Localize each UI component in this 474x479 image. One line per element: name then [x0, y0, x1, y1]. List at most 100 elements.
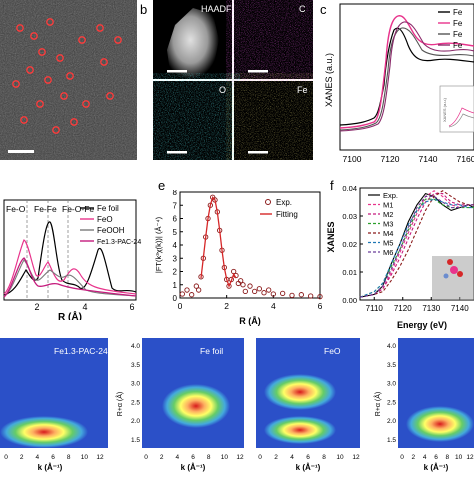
atom-marker: [82, 100, 90, 108]
panel-d-xtick-3: 6: [129, 302, 134, 312]
panel-e-legend: Exp. Fitting: [260, 198, 298, 219]
wavelet-xtick-label: 6: [191, 454, 195, 461]
wavelet-4-hotspot: [406, 406, 474, 442]
panel-f-ytick-label: 0.03: [342, 212, 357, 221]
panel-f-ytick-label: 0.00: [342, 296, 357, 305]
panel-c-xanes: XANES (a.u.) Fe Fe Fe Fe XANES (a.u.): [318, 0, 474, 170]
panel-c-legend-2: Fe: [453, 19, 463, 28]
wavelet-ytick-label: 4.0: [131, 343, 140, 350]
wavelet-xtick-label: 4: [36, 454, 40, 461]
panel-d-svg: Fe-O Fe-Fe Fe-O-Fe Fe foil FeO FeOOH Fe1…: [3, 199, 141, 323]
panel-c-curve-2: [339, 15, 474, 129]
panel-f-xtick-label: 7120: [394, 304, 412, 313]
panel-d-legend-1: Fe foil: [97, 204, 119, 213]
panel-e-exp-point: [238, 278, 244, 284]
panel-c-legend-4: Fe: [453, 41, 463, 50]
atom-marker: [106, 92, 114, 100]
panel-e-ytick-label: 3: [173, 254, 178, 263]
panel-c-legend-1: Fe: [453, 8, 463, 17]
atom-marker: [30, 32, 38, 40]
model-inset-background: [432, 256, 474, 300]
panel-e-exp-point: [280, 290, 286, 297]
wavelet-row: Fe1.3-PAC-24 0 2 4 6 8 10 12 k (Å⁻¹) R+α (Å) 1…: [0, 334, 474, 474]
panel-label-b: b: [140, 2, 148, 17]
panel-e-xticks: 0 2 4 6: [178, 295, 323, 311]
panel-e-series-exp: [179, 194, 323, 300]
panel-e-exp-point: [196, 287, 202, 293]
panel-d-xtick-2: 4: [82, 302, 87, 312]
panel-f-ytick-label: 0.02: [342, 240, 357, 249]
wavelet-2-title: Fe foil: [200, 346, 223, 356]
oxygen-map-signal: [153, 81, 232, 160]
panel-f-legend-label: M3: [383, 220, 393, 229]
single-atom-markers: [12, 18, 122, 134]
wavelet-1-xticks: 0 2 4 6 8 10 12: [4, 454, 104, 461]
wavelet-xtick-label: 6: [51, 454, 55, 461]
wavelet-xtick-label: 0: [4, 454, 8, 461]
wavelet-xtick-label: 12: [236, 454, 244, 461]
panel-d-ft-exafs: Fe-O Fe-Fe Fe-O-Fe Fe foil FeO FeOOH Fe1…: [0, 170, 150, 323]
wavelet-ytick-label: 2.0: [387, 418, 396, 425]
wavelet-xtick-label: 6: [306, 454, 310, 461]
panel-f-svg: XANES 0.000.010.020.030.04 7110 7120 7130 7…: [326, 184, 474, 330]
panel-d-legend-2: FeO: [97, 215, 113, 224]
panel-e-ylabel: |FT(k³χ(k))| (Å⁻⁴): [154, 216, 163, 273]
atom-marker: [36, 100, 44, 108]
atom-marker: [38, 48, 46, 56]
panel-c-xtick-3: 7140: [419, 154, 438, 164]
iron-scale-bar: [248, 151, 268, 154]
panel-c-xtick-1: 7100: [343, 154, 362, 164]
panel-d-legend: Fe foil FeO FeOOH Fe1.3-PAC-24: [80, 204, 141, 246]
haadf-label: HAADF: [201, 4, 232, 14]
micrograph-svg: [0, 0, 137, 160]
panel-f-legend-label: M1: [383, 201, 393, 210]
panel-d-frame: [3, 199, 137, 301]
atom-marker: [16, 24, 24, 32]
wavelet-xtick-label: 2: [20, 454, 24, 461]
atom-marker: [60, 92, 68, 100]
panel-e-ytick-label: 4: [173, 241, 178, 250]
wavelet-xtick-label: 2: [274, 454, 278, 461]
wavelet-4-xticks: 0 2 4 6 8 10 12: [400, 454, 474, 461]
panel-d-curve-fe-foil: [3, 221, 137, 296]
panel-e-exp-point: [240, 282, 246, 288]
wavelet-xtick-label: 10: [336, 454, 344, 461]
atom-marker: [52, 126, 60, 134]
wavelet-1-xlabel: k (Å⁻¹): [38, 463, 63, 472]
panel-f-ytick-label: 0.04: [342, 184, 357, 193]
panel-d-annotation-fe-o-fe: Fe-O-Fe: [62, 204, 94, 214]
panel-b-eds-maps: HAADF C O Fe: [153, 0, 313, 160]
panel-f-xtick-label: 7130: [422, 304, 440, 313]
panel-f-ylabel: XANES: [326, 221, 336, 252]
model-nitrogen-atom: [443, 273, 449, 279]
eds-maps-svg: HAADF C O Fe: [153, 0, 313, 160]
panel-e-legend-exp: Exp.: [276, 198, 292, 207]
panel-e-xtick-label: 4: [271, 301, 276, 311]
panel-e-exp-point: [261, 290, 267, 296]
panel-f-legend-label: M4: [383, 229, 393, 238]
panel-e-exp-point: [193, 283, 199, 289]
wavelet-4-xlabel: k (Å⁻¹): [424, 463, 449, 472]
wavelet-ytick-label: 3.0: [387, 381, 396, 388]
haadf-particle: [167, 8, 219, 79]
carbon-scale-bar: [248, 70, 268, 73]
panel-f-series-m6: [359, 195, 474, 298]
panel-c-legend-3: Fe: [453, 30, 463, 39]
wavelet-xtick-label: 8: [446, 454, 450, 461]
carbon-map-label: C: [299, 4, 306, 14]
model-oxygen-atom-1: [447, 259, 453, 265]
wavelet-2-xlabel: k (Å⁻¹): [181, 463, 206, 472]
atom-marker: [78, 36, 86, 44]
wavelet-3-xlabel: k (Å⁻¹): [296, 463, 321, 472]
panel-d-xtick-1: 2: [34, 302, 39, 312]
panel-e-exp-point: [226, 283, 232, 289]
panel-e-exp-point: [247, 283, 253, 289]
atom-marker: [12, 80, 20, 88]
wavelet-3-hotspot-upper: [264, 374, 336, 410]
panel-e-exp-point: [184, 287, 190, 293]
panel-e-ytick-label: 7: [173, 201, 178, 210]
panel-e-xlabel: R (Å): [239, 316, 261, 326]
panel-c-inset-curve-1: [448, 107, 474, 127]
panel-d-legend-4: Fe1.3-PAC-24: [97, 239, 141, 246]
